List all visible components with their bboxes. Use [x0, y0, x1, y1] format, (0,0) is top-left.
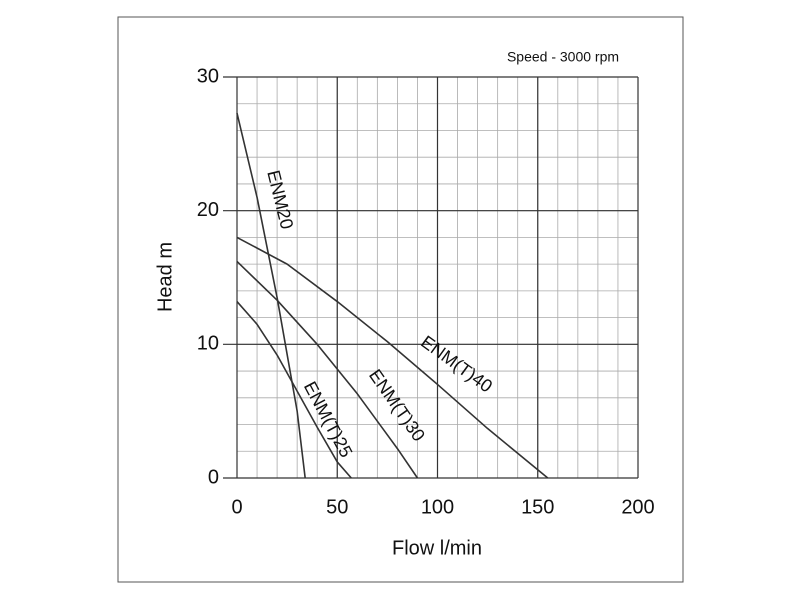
series-label: ENM(T)40: [417, 332, 496, 397]
annotation: Speed - 3000 rpm: [507, 49, 619, 65]
x-tick-label: 200: [621, 496, 654, 518]
y-tick-label: 30: [197, 65, 219, 87]
x-tick-label: 150: [521, 496, 554, 518]
curve: [236, 260, 419, 479]
curve: [236, 301, 352, 479]
y-axis-title: Head m: [154, 242, 176, 312]
curve: [236, 112, 306, 479]
y-tick-label: 10: [197, 333, 219, 355]
y-tick-label: 20: [197, 199, 219, 221]
x-axis-title: Flow l/min: [392, 537, 482, 559]
x-tick-label: 100: [421, 496, 454, 518]
series-label: ENM(T)25: [300, 378, 357, 461]
x-tick-label: 0: [231, 496, 242, 518]
y-tick-label: 0: [208, 466, 219, 488]
curve: [236, 236, 549, 479]
x-tick-label: 50: [326, 496, 348, 518]
series-label: ENM20: [263, 168, 297, 231]
frame: [117, 16, 684, 583]
